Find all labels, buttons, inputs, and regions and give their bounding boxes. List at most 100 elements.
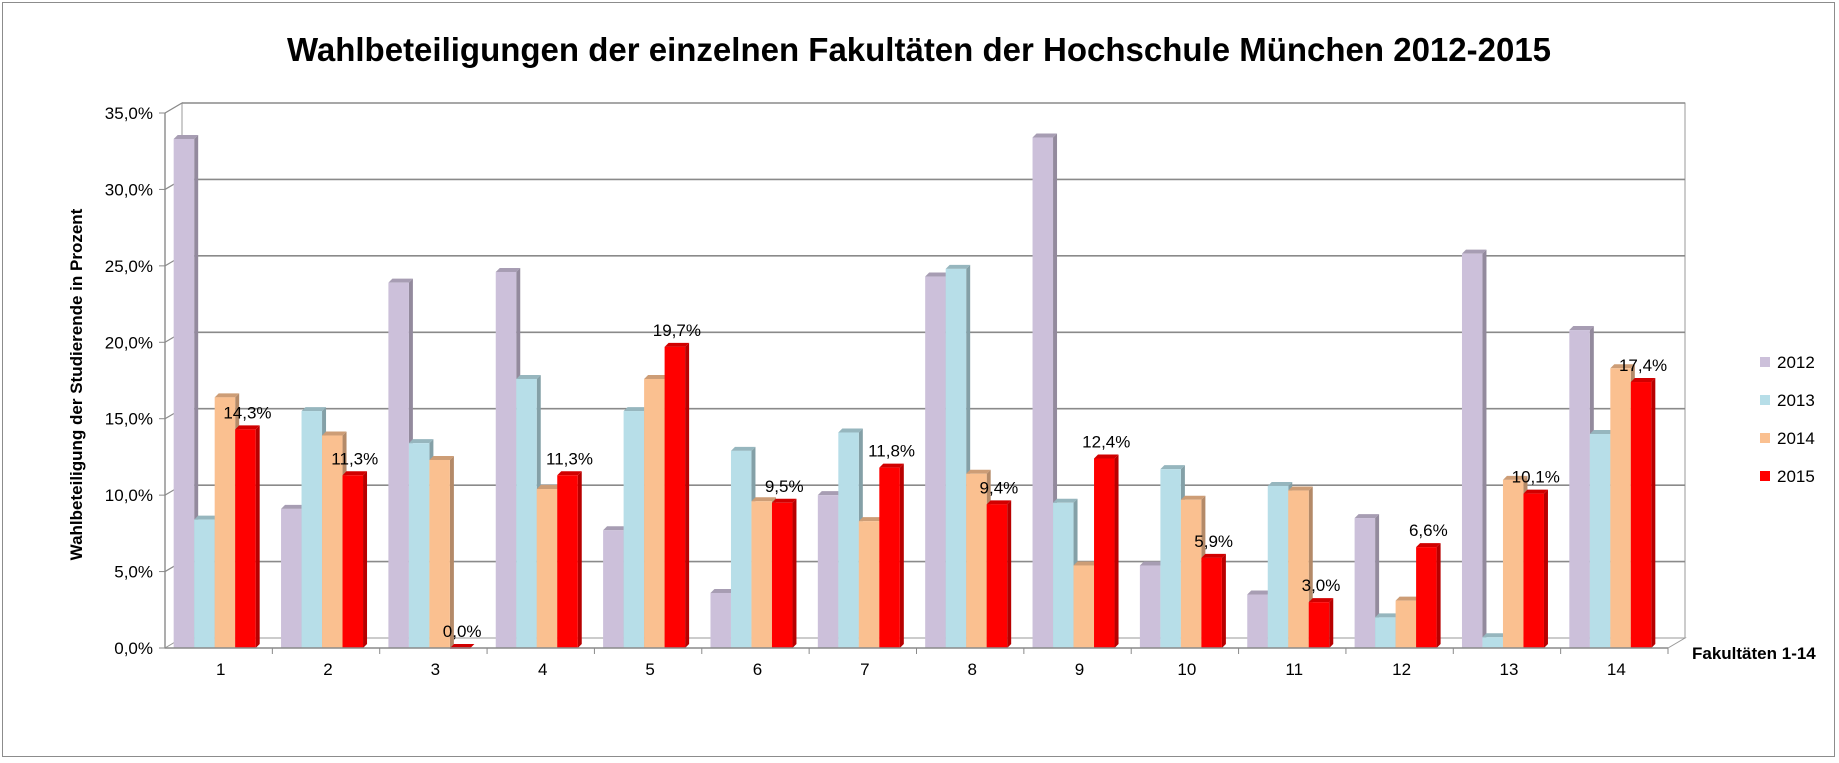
bar-top bbox=[301, 407, 327, 412]
bar-front bbox=[838, 432, 859, 648]
bar-top bbox=[342, 471, 368, 476]
bar-top bbox=[449, 644, 475, 648]
x-tick-label: 10 bbox=[1177, 660, 1196, 679]
bar-side bbox=[1221, 553, 1226, 648]
bar-top bbox=[1267, 481, 1293, 486]
x-axis-label: Fakultäten 1-14 bbox=[1692, 644, 1816, 663]
bar-top bbox=[1160, 465, 1185, 470]
x-tick-label: 14 bbox=[1607, 660, 1626, 679]
x-tick-label: 3 bbox=[431, 660, 440, 679]
bar-front bbox=[1073, 565, 1095, 648]
x-tick-label: 6 bbox=[753, 660, 762, 679]
bar-side bbox=[1543, 489, 1548, 648]
legend-label: 2015 bbox=[1777, 467, 1815, 486]
bar-top bbox=[408, 439, 434, 444]
bar-front bbox=[408, 443, 430, 648]
bar bbox=[1416, 543, 1441, 648]
bar-chart: 0,0%5,0%10,0%15,0%20,0%25,0%30,0%35,0%11… bbox=[67, 31, 1816, 679]
y-tick-label: 0,0% bbox=[114, 639, 153, 658]
bar bbox=[1094, 454, 1119, 648]
bar-top bbox=[1523, 489, 1548, 494]
bar-top bbox=[1589, 430, 1615, 434]
bar-top bbox=[429, 455, 454, 460]
bar-front bbox=[342, 475, 364, 648]
bar bbox=[342, 471, 368, 648]
bar-top bbox=[1032, 133, 1058, 138]
bar-front bbox=[516, 378, 537, 648]
y-tick-label: 35,0% bbox=[105, 104, 153, 123]
legend-swatch bbox=[1760, 395, 1770, 405]
x-tick-label: 8 bbox=[967, 660, 976, 679]
legend: 2012 2013 2014 2015 bbox=[1760, 353, 1815, 486]
bar-top bbox=[644, 374, 669, 379]
data-label: 14,3% bbox=[223, 403, 271, 422]
bar-top bbox=[322, 431, 347, 436]
data-label: 11,8% bbox=[868, 442, 915, 461]
bar-top bbox=[1610, 364, 1635, 369]
bar-front bbox=[1630, 382, 1652, 648]
bar-top bbox=[1375, 613, 1400, 618]
legend-label: 2012 bbox=[1777, 353, 1815, 372]
bar bbox=[664, 342, 690, 648]
x-tick-label: 4 bbox=[538, 660, 547, 679]
bar-front bbox=[1288, 490, 1309, 648]
bar-side bbox=[363, 471, 368, 648]
bar-top bbox=[1139, 561, 1165, 566]
data-label: 3,0% bbox=[1302, 576, 1341, 595]
bar-top bbox=[1502, 475, 1528, 480]
bar-front bbox=[623, 411, 645, 648]
bar-front bbox=[1395, 600, 1417, 648]
bar-top bbox=[751, 497, 776, 502]
x-tick-label: 7 bbox=[860, 660, 869, 679]
bar-side bbox=[1007, 500, 1012, 648]
bar-side bbox=[1482, 249, 1487, 648]
x-tick-label: 13 bbox=[1500, 660, 1519, 679]
bar-top bbox=[817, 491, 843, 496]
bar-front bbox=[281, 508, 302, 648]
bar bbox=[429, 455, 454, 648]
x-tick-label: 9 bbox=[1075, 660, 1084, 679]
bar-top bbox=[945, 264, 971, 269]
bar-top bbox=[1094, 454, 1119, 459]
y-tick-label: 10,0% bbox=[105, 486, 153, 505]
data-label: 6,6% bbox=[1409, 521, 1448, 540]
bar-top bbox=[1569, 326, 1594, 331]
bar bbox=[1201, 553, 1226, 648]
bar-front bbox=[235, 429, 256, 648]
bar-front bbox=[858, 521, 880, 648]
bar bbox=[1523, 489, 1548, 648]
bar-top bbox=[235, 425, 260, 430]
bar-front bbox=[214, 397, 236, 648]
bar-front bbox=[1569, 330, 1590, 648]
legend-item: 2012 bbox=[1760, 353, 1815, 372]
bar-front bbox=[1375, 617, 1396, 648]
data-label: 9,5% bbox=[765, 477, 804, 496]
bar-top bbox=[1201, 553, 1226, 558]
legend-swatch bbox=[1760, 433, 1770, 443]
bar-top bbox=[603, 526, 628, 531]
bar-front bbox=[1308, 602, 1330, 648]
bar-front bbox=[1267, 485, 1289, 648]
bar-front bbox=[322, 435, 343, 648]
bar bbox=[1630, 378, 1656, 648]
bar bbox=[1461, 249, 1487, 648]
x-tick-label: 1 bbox=[216, 660, 225, 679]
bar-front bbox=[925, 276, 946, 648]
bar-top bbox=[1461, 249, 1487, 254]
bar-front bbox=[301, 411, 323, 648]
bar-front bbox=[710, 592, 731, 648]
x-tick-label: 2 bbox=[323, 660, 332, 679]
bar-top bbox=[1288, 486, 1313, 491]
data-label: 9,4% bbox=[980, 478, 1019, 497]
x-tick-label: 12 bbox=[1392, 660, 1411, 679]
bar-top bbox=[925, 272, 950, 277]
chart-title: Wahlbeteiligungen der einzelnen Fakultät… bbox=[287, 31, 1551, 68]
bar-front bbox=[1589, 434, 1611, 648]
bar-top bbox=[1073, 561, 1099, 566]
data-label: 5,9% bbox=[1194, 532, 1233, 551]
bar-front bbox=[1139, 565, 1161, 648]
bar-side bbox=[685, 342, 690, 648]
bar-front bbox=[557, 475, 578, 648]
bar-top bbox=[516, 374, 541, 379]
